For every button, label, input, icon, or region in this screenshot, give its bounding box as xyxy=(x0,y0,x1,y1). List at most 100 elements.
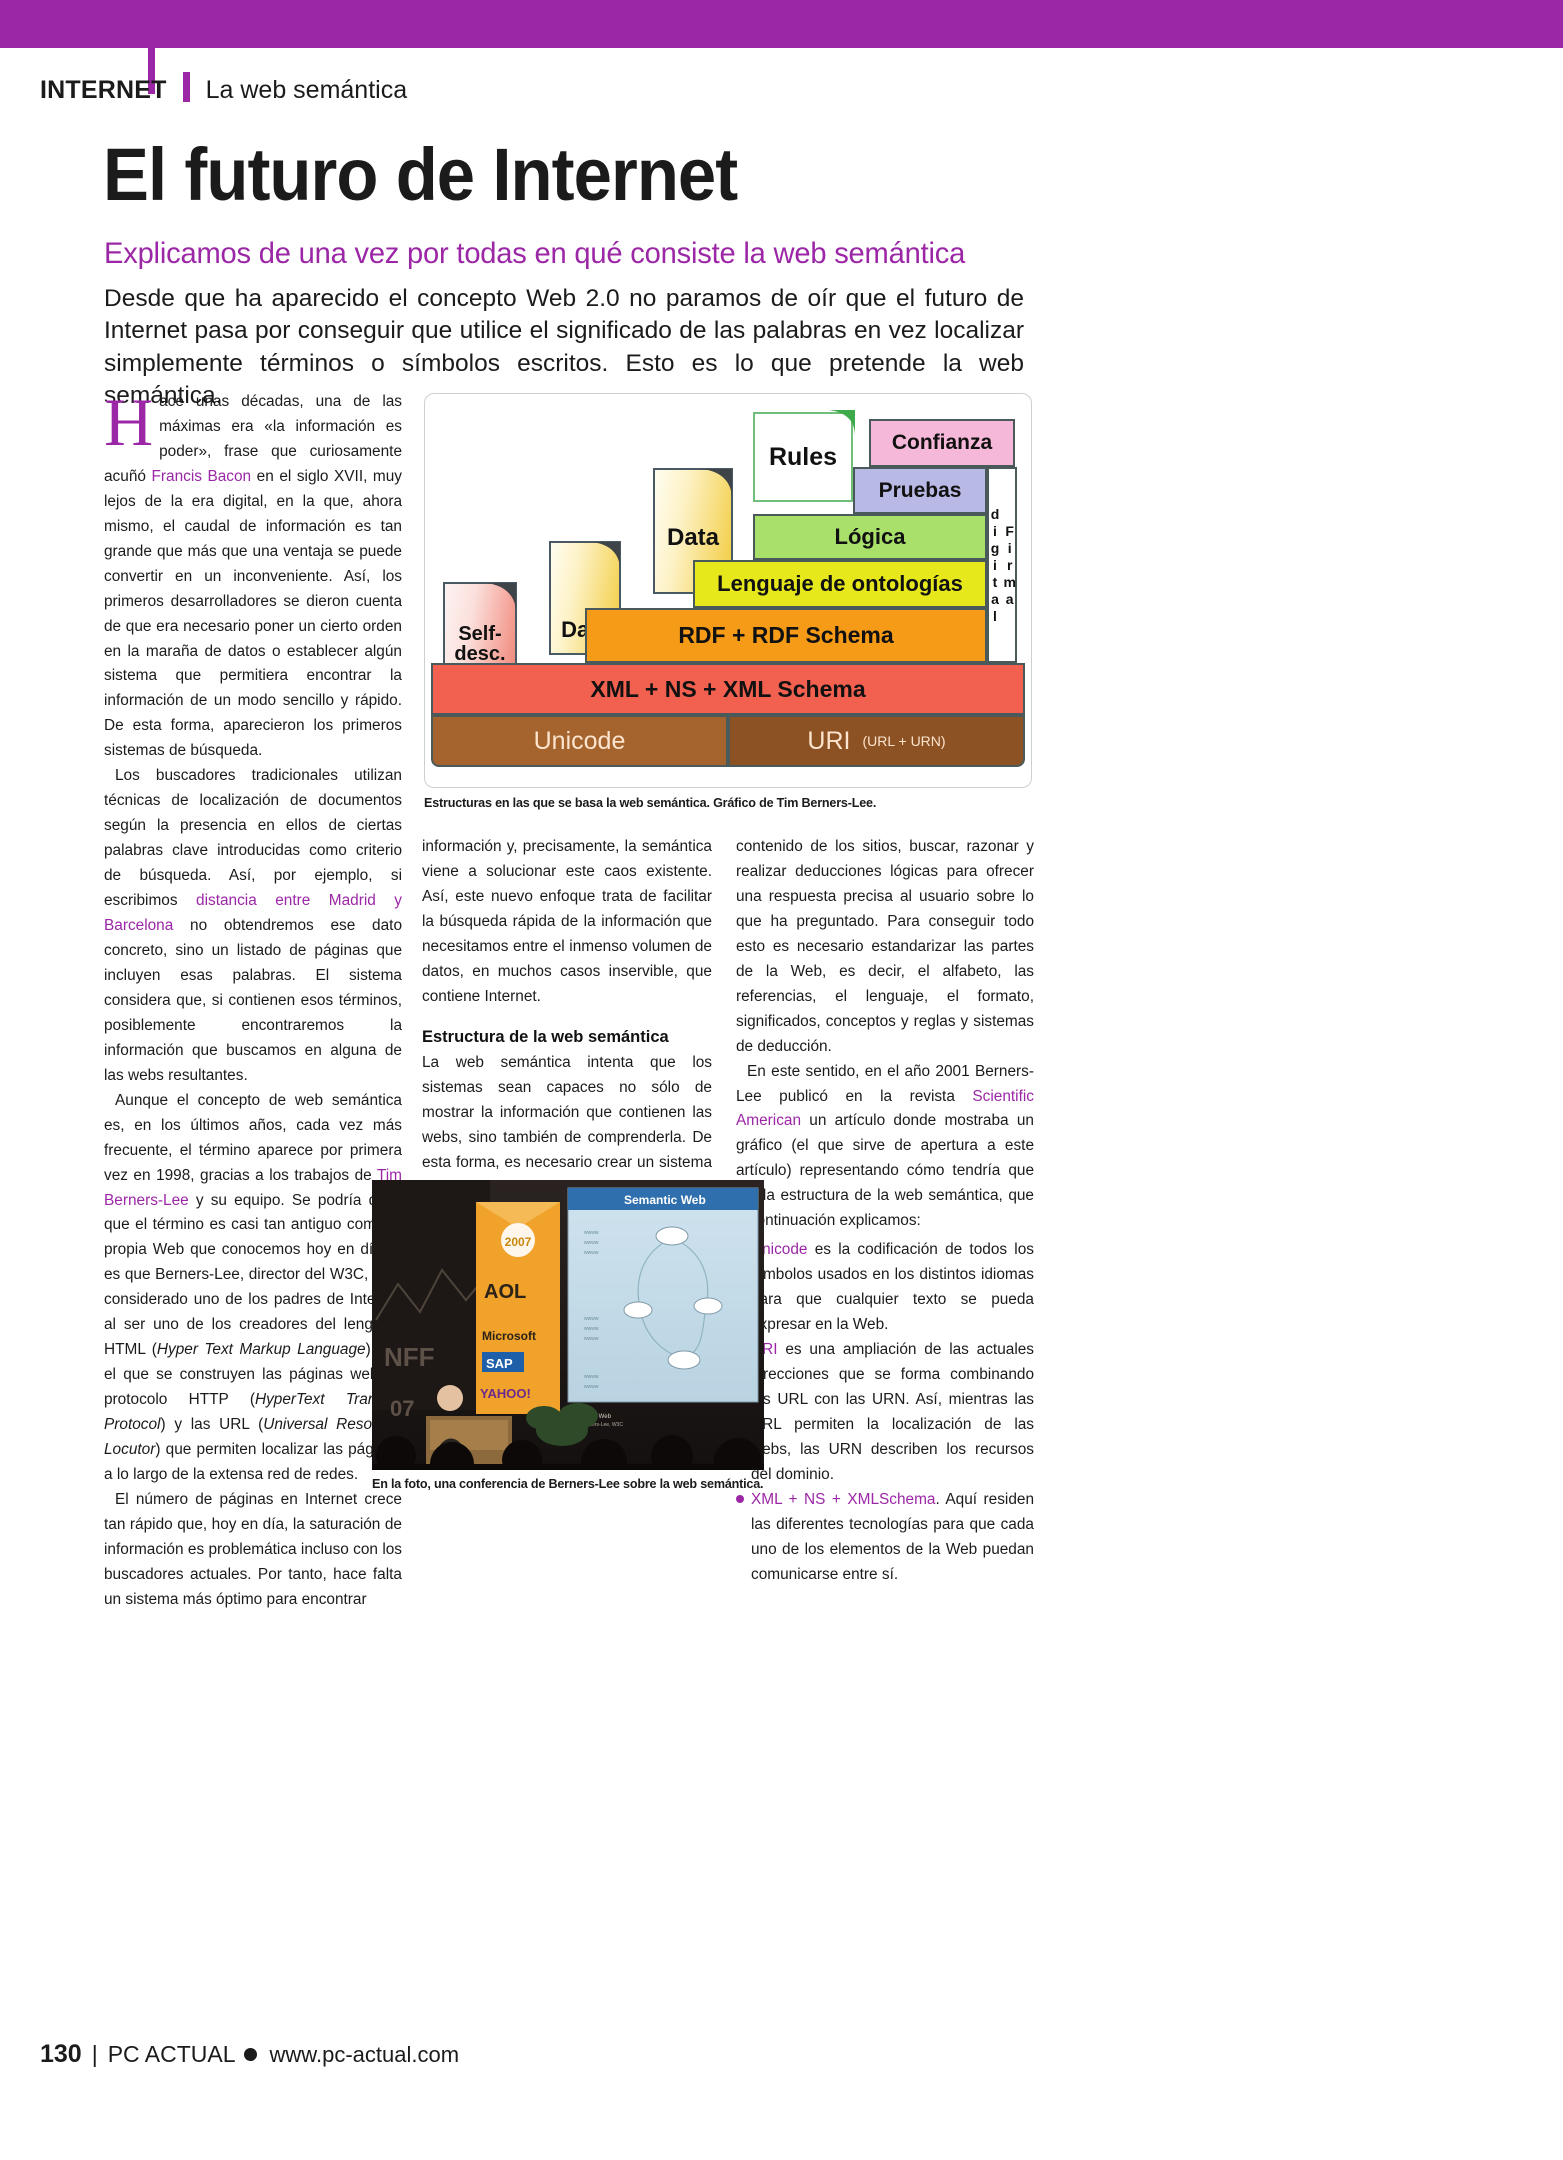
section-heading-estructura: Estructura de la web semántica xyxy=(422,1027,669,1046)
svg-text:2007: 2007 xyxy=(505,1235,532,1249)
text: un artículo donde mostraba un gráfico (e… xyxy=(736,1112,1034,1230)
paragraph: Aunque el concepto de web semántica es, … xyxy=(104,1089,402,1488)
text-italic: Universal Resource Locutor xyxy=(104,1416,402,1459)
bullet-term-unicode[interactable]: Unicode xyxy=(751,1241,808,1259)
layer-uri: URI (URL + URN) xyxy=(728,715,1025,767)
kicker-category: INTERNET xyxy=(40,76,167,104)
text: En este sentido, en el año 2001 Berners-… xyxy=(736,1062,1034,1105)
svg-text:wwww: wwww xyxy=(584,1250,599,1256)
rules-fold-icon xyxy=(829,410,855,436)
layer-unicode: Unicode xyxy=(431,715,728,767)
svg-text:wwww: wwww xyxy=(584,1384,599,1390)
list-item: Unicode es la codificación de todos los … xyxy=(736,1238,1034,1338)
svg-text:AOL: AOL xyxy=(484,1281,526,1303)
svg-text:Tim Berners-Lee, W3C: Tim Berners-Lee, W3C xyxy=(572,1422,623,1428)
magazine-name: PC ACTUAL xyxy=(107,2041,236,2067)
footer-dot-icon xyxy=(243,2048,257,2061)
bullet-term-xml[interactable]: XML + NS + XMLSchema xyxy=(751,1490,936,1508)
svg-text:Semantic Web: Semantic Web xyxy=(624,1193,706,1207)
layer-firma-digital: Firma digital xyxy=(987,467,1018,663)
layer-rdf: RDF + RDF Schema xyxy=(585,608,987,663)
text-italic: HyperText Transfer Protocol xyxy=(104,1391,402,1434)
text: . Aquí residen las diferentes tecnología… xyxy=(751,1490,1034,1583)
text: no obtendremos ese dato concreto, sino u… xyxy=(104,917,402,1084)
stack-diagram: Self-desc. doc. Data Data Rules xyxy=(425,394,1031,787)
page-fold-icon xyxy=(702,469,732,499)
photo-illustration: NFF 07 2007 AOL Microsoft SAP YAHOO! Sem… xyxy=(372,1180,764,1470)
drop-cap: H xyxy=(104,384,154,460)
svg-text:wwww: wwww xyxy=(584,1316,599,1322)
breadcrumb: INTERNET La web semántica xyxy=(40,68,407,105)
text: Aunque el concepto de web semántica es, … xyxy=(104,1091,402,1184)
layer-xml-label: XML + NS + XML Schema xyxy=(590,675,866,702)
svg-text:wwww: wwww xyxy=(584,1326,599,1332)
text: en el siglo XVII, muy lejos de la era di… xyxy=(104,467,402,760)
article-column-2: información y, precisamente, la semántic… xyxy=(422,835,712,1226)
inline-link-francis-bacon[interactable]: Francis Bacon xyxy=(151,467,252,485)
svg-text:YAHOO!: YAHOO! xyxy=(480,1386,531,1401)
svg-text:wwww: wwww xyxy=(584,1240,599,1246)
definition-bullet-list: Unicode es la codificación de todos los … xyxy=(736,1238,1034,1587)
text: ) que permiten localizar las páginas a l… xyxy=(104,1441,402,1483)
paragraph: información y, precisamente, la semántic… xyxy=(422,838,712,1005)
svg-text:wwww: wwww xyxy=(584,1336,599,1342)
kicker-tick xyxy=(148,48,155,94)
page-footer: 130 | PC ACTUAL www.pc-actual.com xyxy=(40,2040,459,2069)
footer-divider: | xyxy=(91,2041,98,2067)
text-italic: Hyper Text Markup Language xyxy=(156,1341,366,1359)
svg-text:NFF: NFF xyxy=(384,1342,435,1372)
inline-link-tim-berners-lee[interactable]: Tim Berners-Lee xyxy=(104,1166,402,1209)
magazine-website[interactable]: www.pc-actual.com xyxy=(269,2041,460,2067)
layer-rules: Rules xyxy=(753,412,853,502)
photo-caption: En la foto, una conferencia de Berners-L… xyxy=(372,1477,764,1491)
kicker-section: La web semántica xyxy=(205,76,408,104)
inline-link-query-example[interactable]: distancia entre Madrid y Barcelona xyxy=(104,892,403,935)
figure-caption: Estructuras en las que se basa la web se… xyxy=(424,796,877,810)
inline-link-scientific-american[interactable]: Scientific American xyxy=(736,1087,1034,1130)
svg-text:wwww: wwww xyxy=(584,1374,599,1380)
page-fold-icon xyxy=(486,583,516,613)
layer-logica: Lógica xyxy=(753,514,987,560)
layer-unicode-label: Unicode xyxy=(533,726,626,755)
svg-text:07: 07 xyxy=(390,1396,414,1421)
top-purple-bar xyxy=(0,0,1563,48)
paragraph: El número de páginas en Internet crece t… xyxy=(104,1490,402,1608)
page-fold-icon xyxy=(592,542,620,570)
layer-xml: XML + NS + XML Schema xyxy=(431,663,1025,715)
layer-pruebas-label: Pruebas xyxy=(878,478,962,502)
svg-text:SAP: SAP xyxy=(486,1356,513,1371)
layer-uri-label: URI xyxy=(807,726,851,755)
layer-logica-label: Lógica xyxy=(834,524,906,549)
layer-ontologias: Lenguaje de ontologías xyxy=(693,560,987,608)
text: ) y las URL ( xyxy=(160,1416,264,1434)
svg-text:Microsoft: Microsoft xyxy=(482,1329,536,1343)
layer-pruebas: Pruebas xyxy=(853,467,987,514)
conference-photo: NFF 07 2007 AOL Microsoft SAP YAHOO! Sem… xyxy=(372,1180,764,1470)
text: y su equipo. Se podría decir que el térm… xyxy=(104,1191,402,1359)
article-column-3: contenido de los sitios, buscar, razonar… xyxy=(736,835,1034,1588)
layer-confianza-label: Confianza xyxy=(891,431,993,454)
layer-rdf-label: RDF + RDF Schema xyxy=(678,622,894,648)
paragraph: contenido de los sitios, buscar, razonar… xyxy=(736,838,1034,1055)
doc-data-2-label: Data xyxy=(666,524,720,551)
page-number: 130 xyxy=(40,2040,82,2068)
page-title: El futuro de Internet xyxy=(103,133,738,216)
layer-uri-note: (URL + URN) xyxy=(862,733,946,749)
kicker-separator xyxy=(182,72,190,102)
list-item: XML + NS + XMLSchema. Aquí residen las d… xyxy=(736,1488,1034,1588)
text: ace unas décadas, una de las máximas era… xyxy=(104,393,402,485)
text: Los buscadores tradicionales utilizan té… xyxy=(104,767,402,910)
layer-firma-digital-label: Firma digital xyxy=(987,505,1018,625)
page-subtitle: Explicamos de una vez por todas en qué c… xyxy=(104,237,966,270)
list-item: URI es una ampliación de las actuales di… xyxy=(736,1338,1034,1488)
semantic-web-stack-figure: Self-desc. doc. Data Data Rules xyxy=(424,393,1032,788)
text: es una ampliación de las actuales direcc… xyxy=(751,1341,1034,1483)
paragraph: En este sentido, en el año 2001 Berners-… xyxy=(736,1060,1034,1235)
layer-confianza: Confianza xyxy=(869,419,1015,467)
layer-ontologias-label: Lenguaje de ontologías xyxy=(717,571,963,596)
layer-rules-label: Rules xyxy=(768,442,838,471)
text: es la codificación de todos los símbolos… xyxy=(751,1241,1034,1334)
standfirst-paragraph: Desde que ha aparecido el concepto Web 2… xyxy=(104,285,1024,409)
